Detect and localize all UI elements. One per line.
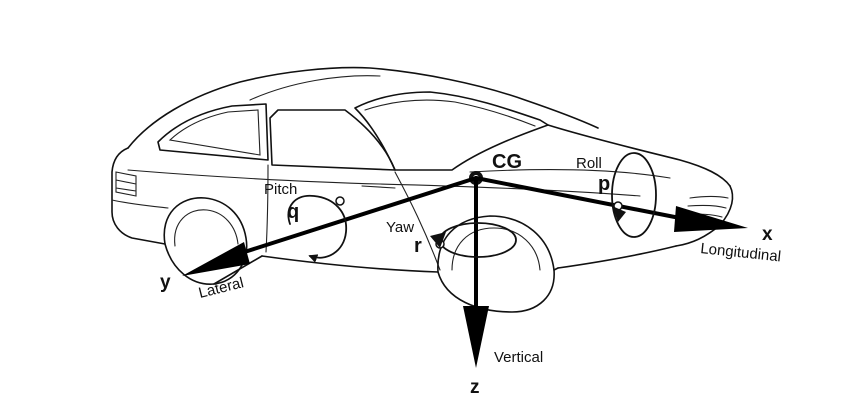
car-outline xyxy=(111,66,734,313)
roll-symbol: p xyxy=(598,173,610,195)
z-axis xyxy=(463,176,489,368)
car-rocker xyxy=(261,245,677,273)
z-axis-name: Vertical xyxy=(494,349,543,366)
car-door-handle xyxy=(361,185,396,189)
car-rear-window xyxy=(168,109,261,156)
car-roof-ridge xyxy=(249,75,381,101)
yaw-label: Yaw xyxy=(386,219,414,236)
y-axis-name: Lateral xyxy=(197,274,246,302)
car-door-line xyxy=(265,164,441,271)
car-door-window xyxy=(269,109,396,171)
y-axis xyxy=(182,176,478,276)
pitch-label: Pitch xyxy=(264,181,297,198)
yaw-symbol: r xyxy=(414,235,422,257)
car-hood-crease xyxy=(469,168,671,179)
rear-wheel xyxy=(163,197,263,285)
car-rear xyxy=(111,147,166,245)
z-axis-arrowhead xyxy=(463,306,489,368)
roll-rotation-arrow xyxy=(611,152,657,238)
yaw-rotation-arrow xyxy=(430,222,517,258)
x-axis-arrowhead xyxy=(674,206,748,232)
pitch-symbol: q xyxy=(287,201,299,223)
car-roof xyxy=(127,66,599,149)
y-axis-arrowhead xyxy=(182,242,250,276)
z-axis-label: z xyxy=(470,377,480,398)
car-taillight xyxy=(115,171,137,197)
car-side-line xyxy=(127,169,641,197)
front-wheel xyxy=(437,215,559,313)
pitch-rotation-arrow xyxy=(287,194,347,263)
x-axis-label: x xyxy=(762,224,773,245)
car-rear-bumper xyxy=(111,199,169,209)
car-hood xyxy=(547,124,731,187)
y-axis-label: y xyxy=(160,272,171,293)
roll-label: Roll xyxy=(576,155,602,172)
car-side-glass xyxy=(157,103,269,161)
cg-label: CG xyxy=(492,151,522,173)
car-windshield-inner xyxy=(364,99,536,127)
